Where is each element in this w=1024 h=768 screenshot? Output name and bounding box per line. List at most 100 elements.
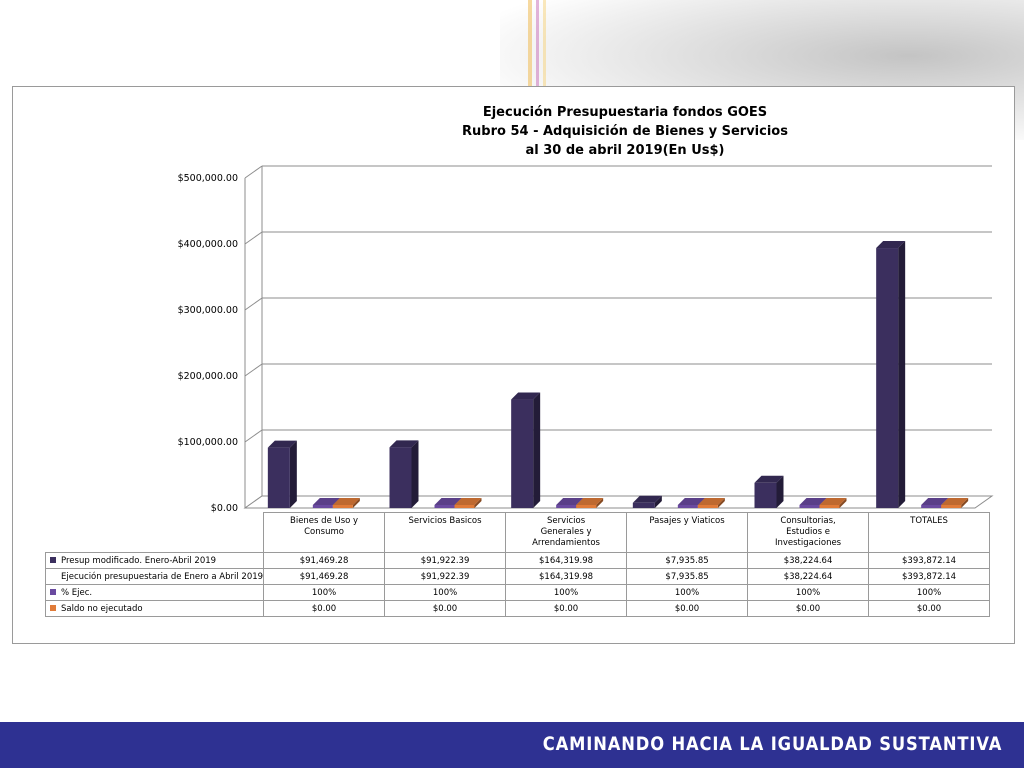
bar-top [632, 495, 662, 503]
gridline [244, 231, 263, 245]
bar-top [312, 498, 340, 505]
bar [556, 505, 577, 508]
table-cell: $7,935.85 [626, 552, 749, 569]
gridline [244, 297, 263, 311]
bar-top [754, 475, 784, 483]
table-cell: $164,319.98 [505, 568, 628, 585]
bar [332, 505, 353, 508]
bar-side [717, 498, 725, 508]
bar [677, 505, 698, 508]
decorative-stripe [536, 0, 539, 120]
category-cell: Servicios Generales y Arrendamientos [505, 512, 628, 553]
table-cell: 100% [747, 584, 870, 601]
category-cell: TOTALES [868, 512, 991, 553]
bar-top [941, 498, 969, 505]
bar-top [556, 498, 584, 505]
bar [632, 502, 655, 508]
bar [434, 505, 455, 508]
bar [799, 505, 820, 508]
bar-side [898, 241, 906, 509]
table-cell: $91,922.39 [384, 568, 507, 585]
bar [312, 505, 333, 508]
table-cell: $393,872.14 [868, 568, 991, 585]
bar [819, 505, 840, 508]
bar-top [389, 440, 419, 448]
decorative-stripe [528, 0, 532, 120]
bar-side [776, 475, 784, 508]
chart-title: Ejecución Presupuestaria fondos GOES Rub… [300, 103, 950, 160]
y-tick-label: $400,000.00 [178, 239, 238, 250]
y-tick-label: $300,000.00 [178, 305, 238, 316]
table-cell: $0.00 [263, 600, 386, 617]
table-cell: $0.00 [868, 600, 991, 617]
bar [697, 505, 718, 508]
bar-top [267, 440, 297, 448]
table-cell: 100% [626, 584, 749, 601]
footer-band [0, 722, 1024, 768]
table-cell: $91,922.39 [384, 552, 507, 569]
bar [511, 399, 534, 508]
y-tick-label: $0.00 [211, 503, 238, 514]
bar-side [352, 498, 360, 508]
y-tick-label: $100,000.00 [178, 437, 238, 448]
bar-side [961, 498, 969, 508]
bar-top [332, 498, 360, 505]
legend-swatch [50, 605, 56, 611]
table-cell: $91,469.28 [263, 568, 386, 585]
bar [267, 447, 290, 508]
series-label: % Ejec. [44, 584, 265, 601]
series-label: Saldo no ejecutado [44, 600, 265, 617]
table-cell: $38,224.64 [747, 552, 870, 569]
gridline [244, 429, 263, 443]
y-tick-label: $200,000.00 [178, 371, 238, 382]
category-cell: Bienes de Uso y Consumo [263, 512, 386, 553]
footer-slogan: CAMINANDO HACIA LA IGUALDAD SUSTANTIVA [542, 733, 1002, 755]
bar-side [596, 498, 604, 508]
y-tick-label: $500,000.00 [178, 173, 238, 184]
table-cell: $38,224.64 [747, 568, 870, 585]
bar-top [697, 498, 725, 505]
bar-top [434, 498, 462, 505]
table-cell: 100% [505, 584, 628, 601]
bar-side [533, 392, 541, 508]
decorative-stripe [543, 0, 546, 120]
bar-top [819, 498, 847, 505]
table-cell: $91,469.28 [263, 552, 386, 569]
gridline [244, 363, 263, 377]
category-cell: Servicios Basicos [384, 512, 507, 553]
bar-top [511, 392, 541, 400]
table-cell: $0.00 [505, 600, 628, 617]
category-cell: Consultorias, Estudios e Investigaciones [747, 512, 870, 553]
table-cell: $164,319.98 [505, 552, 628, 569]
table-cell: $7,935.85 [626, 568, 749, 585]
gridline [244, 165, 263, 179]
table-row: Saldo no ejecutado $0.00 $0.00 $0.00 $0.… [44, 600, 991, 617]
bar-top [876, 241, 906, 249]
table-cell: 100% [263, 584, 386, 601]
chart-title-line: al 30 de abril 2019(En Us$) [525, 143, 725, 158]
bar-side [411, 440, 419, 508]
legend-swatch [50, 557, 56, 563]
bar-top [677, 498, 705, 505]
bar-top [799, 498, 827, 505]
legend-swatch [50, 573, 56, 579]
bar [389, 447, 412, 508]
table-cell: 100% [868, 584, 991, 601]
table-cell: $393,872.14 [868, 552, 991, 569]
chart-title-line: Rubro 54 - Adquisición de Bienes y Servi… [462, 124, 788, 139]
table-row: Ejecución presupuestaria de Enero a Abri… [44, 568, 991, 585]
bar-side [839, 498, 847, 508]
bar [876, 248, 899, 509]
legend-swatch [50, 589, 56, 595]
bar-top [576, 498, 604, 505]
category-row: Bienes de Uso y Consumo Servicios Basicos… [46, 512, 991, 553]
table-cell: $0.00 [626, 600, 749, 617]
bar [576, 505, 597, 508]
data-table: Bienes de Uso y Consumo Servicios Basicos… [44, 512, 991, 617]
bar-top [921, 498, 949, 505]
chart-title-line: Ejecución Presupuestaria fondos GOES [482, 105, 768, 120]
table-row: % Ejec. 100% 100% 100% 100% 100% 100% [44, 584, 991, 601]
bar [941, 505, 962, 508]
bar-side [289, 440, 297, 508]
